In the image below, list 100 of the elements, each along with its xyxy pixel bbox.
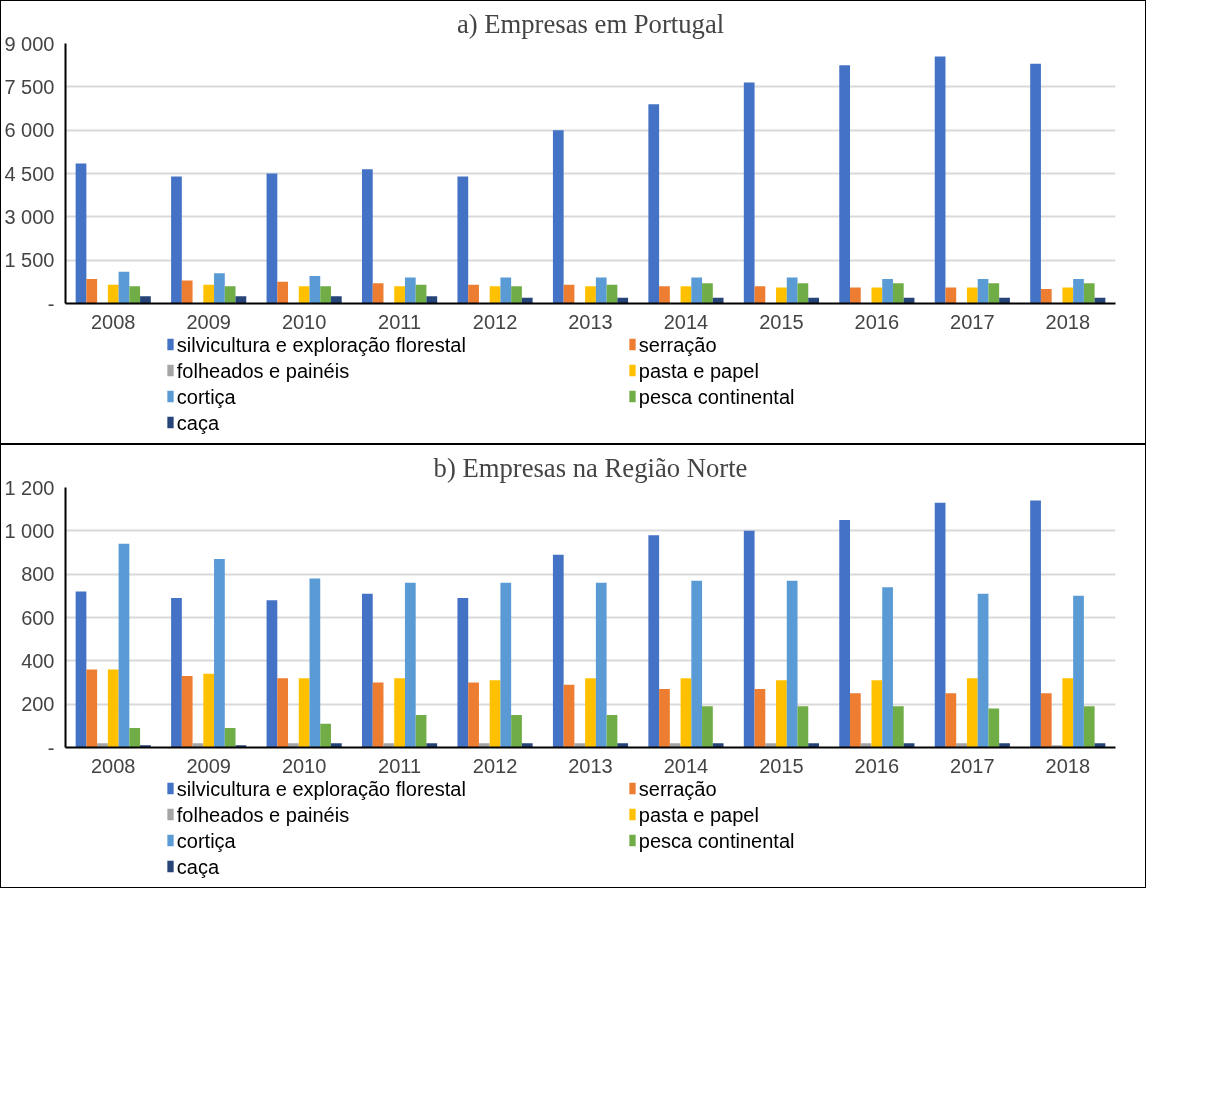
bar xyxy=(797,283,809,304)
bar xyxy=(786,580,798,748)
y-tick-label: 1 500 xyxy=(4,249,55,272)
bar xyxy=(977,593,989,748)
bar xyxy=(1040,693,1052,748)
x-tick-label: 2016 xyxy=(854,754,900,777)
x-tick-label: 2018 xyxy=(1045,310,1091,333)
bar xyxy=(75,591,87,748)
bar xyxy=(521,743,533,748)
bar xyxy=(999,743,1010,748)
bar xyxy=(330,743,342,748)
bar xyxy=(659,689,670,748)
bar xyxy=(680,286,692,304)
bar xyxy=(1040,289,1052,304)
bar xyxy=(171,598,182,748)
bar xyxy=(585,678,596,748)
bar xyxy=(988,283,1000,304)
x-tick-label: 2013 xyxy=(568,310,613,333)
bar xyxy=(511,286,522,304)
bar xyxy=(478,743,490,748)
bar xyxy=(934,56,946,304)
bar xyxy=(288,743,299,748)
bar xyxy=(266,173,278,304)
bar xyxy=(585,286,596,304)
bar xyxy=(362,593,373,748)
bar xyxy=(743,530,755,748)
bar xyxy=(97,743,108,748)
bar xyxy=(235,296,247,304)
legend-label: silvicultura e exploração florestal xyxy=(176,777,466,800)
bar xyxy=(214,559,225,748)
bar xyxy=(214,273,225,304)
bar xyxy=(765,743,777,748)
bar xyxy=(266,600,278,748)
bar xyxy=(203,673,215,748)
x-tick-label: 2018 xyxy=(1045,754,1091,777)
bar xyxy=(595,277,607,304)
y-tick-label: 4 500 xyxy=(4,162,55,185)
bar xyxy=(1073,595,1084,748)
bar xyxy=(680,678,692,748)
bar xyxy=(712,743,724,748)
bar xyxy=(320,723,331,748)
bar xyxy=(702,706,713,748)
y-tick-label: 200 xyxy=(21,693,55,716)
bar xyxy=(181,676,193,748)
bar xyxy=(871,680,883,748)
x-tick-label: 2013 xyxy=(568,754,613,777)
bar xyxy=(224,286,236,304)
bar xyxy=(839,520,851,748)
bar xyxy=(1083,706,1095,748)
bar xyxy=(500,277,512,304)
legend-label: folheados e painéis xyxy=(176,803,350,826)
x-tick-label: 2012 xyxy=(472,754,518,777)
bar xyxy=(882,278,893,304)
bar xyxy=(203,284,215,304)
bar xyxy=(934,502,946,748)
bar xyxy=(850,693,861,748)
bar xyxy=(107,669,119,748)
x-tick-label: 2011 xyxy=(378,754,422,777)
bar xyxy=(394,286,405,304)
x-tick-label: 2015 xyxy=(759,754,804,777)
bar xyxy=(966,678,978,748)
bar xyxy=(468,284,479,304)
bar xyxy=(372,283,384,304)
bar xyxy=(129,286,141,304)
bar xyxy=(309,276,321,304)
bar xyxy=(691,277,703,304)
bar xyxy=(277,678,289,748)
bar xyxy=(1083,283,1095,304)
bar xyxy=(309,578,321,748)
bar xyxy=(988,708,1000,748)
bar xyxy=(702,283,713,304)
bar xyxy=(330,296,342,304)
bar xyxy=(86,278,98,304)
bar xyxy=(743,82,755,304)
bar xyxy=(850,287,861,304)
y-tick-label: - xyxy=(47,292,55,315)
bar xyxy=(659,286,670,304)
bar xyxy=(140,745,151,748)
bar xyxy=(298,678,310,748)
bar xyxy=(75,163,87,304)
bar xyxy=(1073,278,1084,304)
bar xyxy=(839,65,851,304)
bar xyxy=(754,286,766,304)
bar xyxy=(171,176,182,304)
bar xyxy=(882,587,893,748)
bar xyxy=(892,706,904,748)
bar xyxy=(776,287,787,304)
y-tick-label: 7 500 xyxy=(4,75,55,98)
bar xyxy=(298,286,310,304)
x-tick-label: 2008 xyxy=(90,754,136,777)
bar xyxy=(945,693,957,748)
bar xyxy=(956,743,967,748)
bar xyxy=(457,598,469,748)
legend-label: caça xyxy=(176,411,220,434)
bar xyxy=(977,278,989,304)
x-tick-label: 2014 xyxy=(663,310,709,333)
bar xyxy=(86,669,98,748)
bar xyxy=(404,277,416,304)
bar xyxy=(372,682,384,748)
bar xyxy=(118,543,130,748)
